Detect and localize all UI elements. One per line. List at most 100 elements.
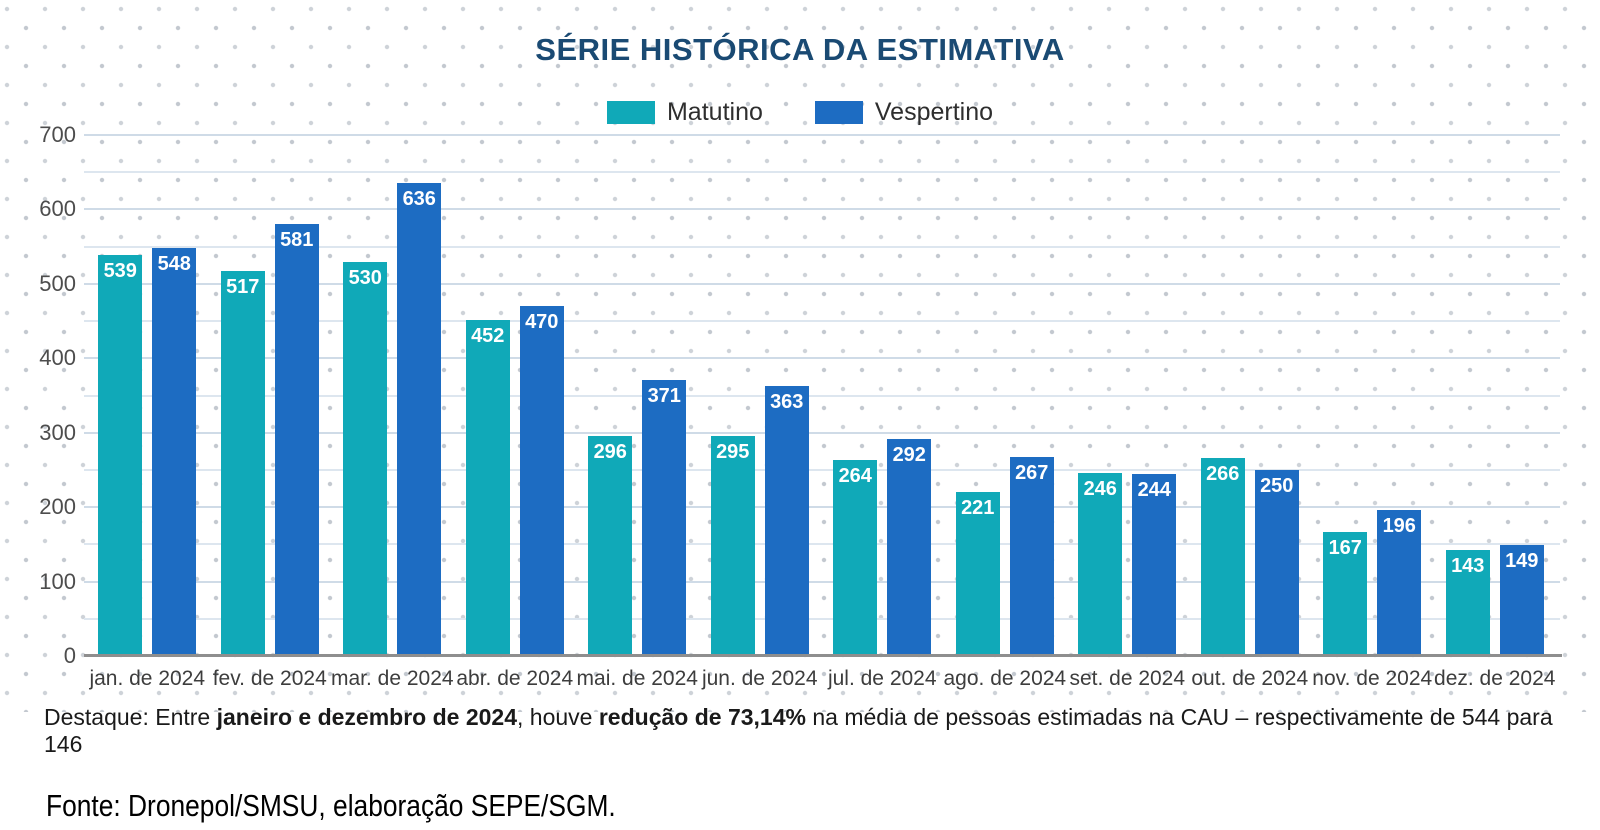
x-tick-label-mar: mar. de 2024: [331, 667, 454, 690]
bar-vespertino-set: 244: [1132, 474, 1177, 656]
bar-value-label: 636: [402, 187, 436, 210]
x-tick-label-set: set. de 2024: [1069, 667, 1186, 690]
bar-value-label: 296: [593, 440, 627, 463]
bar-value-label: 470: [525, 311, 559, 334]
bar-matutino-mai: 296: [588, 435, 633, 656]
bar-value-label: 548: [157, 253, 191, 276]
gridline-600: [84, 208, 1560, 211]
bar-value-label: 264: [838, 464, 872, 487]
bar-value-label: 452: [471, 324, 505, 347]
x-tick-label-jul: jul. de 2024: [827, 667, 937, 690]
x-axis-line: [84, 654, 1562, 657]
highlight-text: Destaque: Entre: [44, 704, 217, 730]
gridline-500: [84, 282, 1560, 285]
x-tick-label-abr: abr. de 2024: [456, 667, 574, 690]
legend-item-matutino: Matutino: [606, 98, 763, 127]
bar-value-label: 267: [1015, 462, 1049, 485]
bar-value-label: 143: [1451, 554, 1485, 577]
bar-vespertino-abr: 470: [519, 306, 564, 656]
gridline-150: [84, 543, 1560, 546]
bar-value-label: 266: [1206, 463, 1240, 486]
legend-swatch-vespertino: [814, 101, 863, 124]
bar-value-label: 149: [1505, 550, 1539, 573]
bar-value-label: 250: [1260, 474, 1294, 497]
chart-legend: Matutino Vespertino: [0, 98, 1600, 127]
bar-vespertino-jun: 363: [764, 385, 809, 656]
bar-matutino-jun: 295: [710, 436, 755, 656]
bar-value-label: 244: [1137, 479, 1171, 502]
bar-value-label: 530: [348, 266, 382, 289]
gridline-550: [84, 245, 1560, 248]
gridline-50: [84, 617, 1560, 620]
y-tick-label-600: 600: [39, 196, 76, 222]
bar-value-label: 221: [961, 496, 995, 519]
bar-value-label: 295: [716, 441, 750, 464]
gridline-200: [84, 506, 1560, 509]
y-tick-label-700: 700: [39, 122, 76, 147]
bar-value-label: 517: [226, 276, 260, 299]
source-note: Fonte: Dronepol/SMSU, elaboração SEPE/SG…: [46, 788, 616, 823]
bar-vespertino-dez: 149: [1499, 545, 1544, 656]
gridline-400: [84, 357, 1560, 360]
y-tick-label-100: 100: [39, 568, 76, 594]
highlight-note: Destaque: Entre janeiro e dezembro de 20…: [44, 704, 1564, 758]
bar-matutino-nov: 167: [1323, 531, 1368, 656]
bar-vespertino-jul: 292: [887, 438, 932, 656]
gridline-450: [84, 320, 1560, 323]
bar-value-label: 371: [647, 384, 681, 407]
bar-matutino-ago: 221: [955, 491, 1000, 656]
y-tick-label-300: 300: [39, 419, 76, 445]
y-tick-label-500: 500: [39, 270, 76, 296]
x-tick-label-ago: ago. de 2024: [943, 667, 1067, 690]
highlight-text: , houve: [517, 704, 599, 730]
bar-matutino-out: 266: [1200, 458, 1245, 656]
bar-matutino-set: 246: [1078, 472, 1123, 656]
bar-value-label: 167: [1328, 536, 1362, 559]
x-tick-label-out: out. de 2024: [1191, 667, 1309, 690]
x-tick-label-fev: fev. de 2024: [212, 667, 327, 690]
bar-vespertino-out: 250: [1254, 469, 1299, 656]
gridline-700: [84, 134, 1560, 136]
legend-label: Matutino: [666, 98, 763, 126]
bar-vespertino-nov: 196: [1377, 510, 1422, 656]
legend-item-vespertino: Vespertino: [814, 98, 994, 127]
bar-vespertino-mai: 371: [642, 379, 687, 656]
bar-value-label: 363: [770, 390, 804, 413]
highlight-bold-text: janeiro e dezembro de 2024: [216, 704, 518, 730]
bar-value-label: 292: [892, 443, 926, 466]
x-tick-label-jan: jan. de 2024: [89, 667, 206, 690]
plot-area: 539 548 517 581 530 636 452 470 296 371 295 363 264 2…: [84, 134, 1560, 656]
highlight-bold-text: redução de 73,14%: [598, 704, 806, 730]
y-tick-label-200: 200: [39, 494, 76, 520]
gridline-100: [84, 580, 1560, 583]
x-tick-label-mai: mai. de 2024: [576, 667, 698, 690]
bar-value-label: 539: [103, 259, 137, 282]
bar-matutino-dez: 143: [1445, 549, 1490, 656]
x-tick-label-dez: dez. de 2024: [1434, 667, 1556, 690]
bar-matutino-jan: 539: [98, 254, 143, 656]
highlight-text: na média de pessoas estimadas na CAU – r…: [44, 704, 1553, 757]
legend-swatch-matutino: [606, 101, 655, 124]
chart-title: SÉRIE HISTÓRICA DA ESTIMATIVA: [535, 32, 1065, 67]
bar-matutino-mar: 530: [343, 261, 388, 656]
bar-vespertino-jan: 548: [152, 248, 197, 656]
gridline-300: [84, 431, 1560, 434]
x-tick-label-nov: nov. de 2024: [1312, 667, 1433, 690]
gridline-250: [84, 468, 1560, 471]
bar-matutino-jul: 264: [833, 459, 878, 656]
y-tick-label-400: 400: [39, 345, 76, 371]
bar-vespertino-mar: 636: [397, 182, 442, 656]
gridline-650: [84, 171, 1560, 174]
bar-value-label: 196: [1382, 515, 1416, 538]
gridline-350: [84, 394, 1560, 397]
bar-vespertino-fev: 581: [274, 223, 319, 656]
y-tick-label-0: 0: [63, 643, 76, 668]
x-tick-label-jun: jun. de 2024: [701, 667, 818, 690]
legend-label: Vespertino: [874, 98, 994, 126]
bar-matutino-fev: 517: [220, 271, 265, 656]
bar-value-label: 246: [1083, 477, 1117, 500]
bar-matutino-abr: 452: [465, 319, 510, 656]
bar-vespertino-ago: 267: [1009, 457, 1054, 656]
bar-value-label: 581: [280, 228, 314, 251]
